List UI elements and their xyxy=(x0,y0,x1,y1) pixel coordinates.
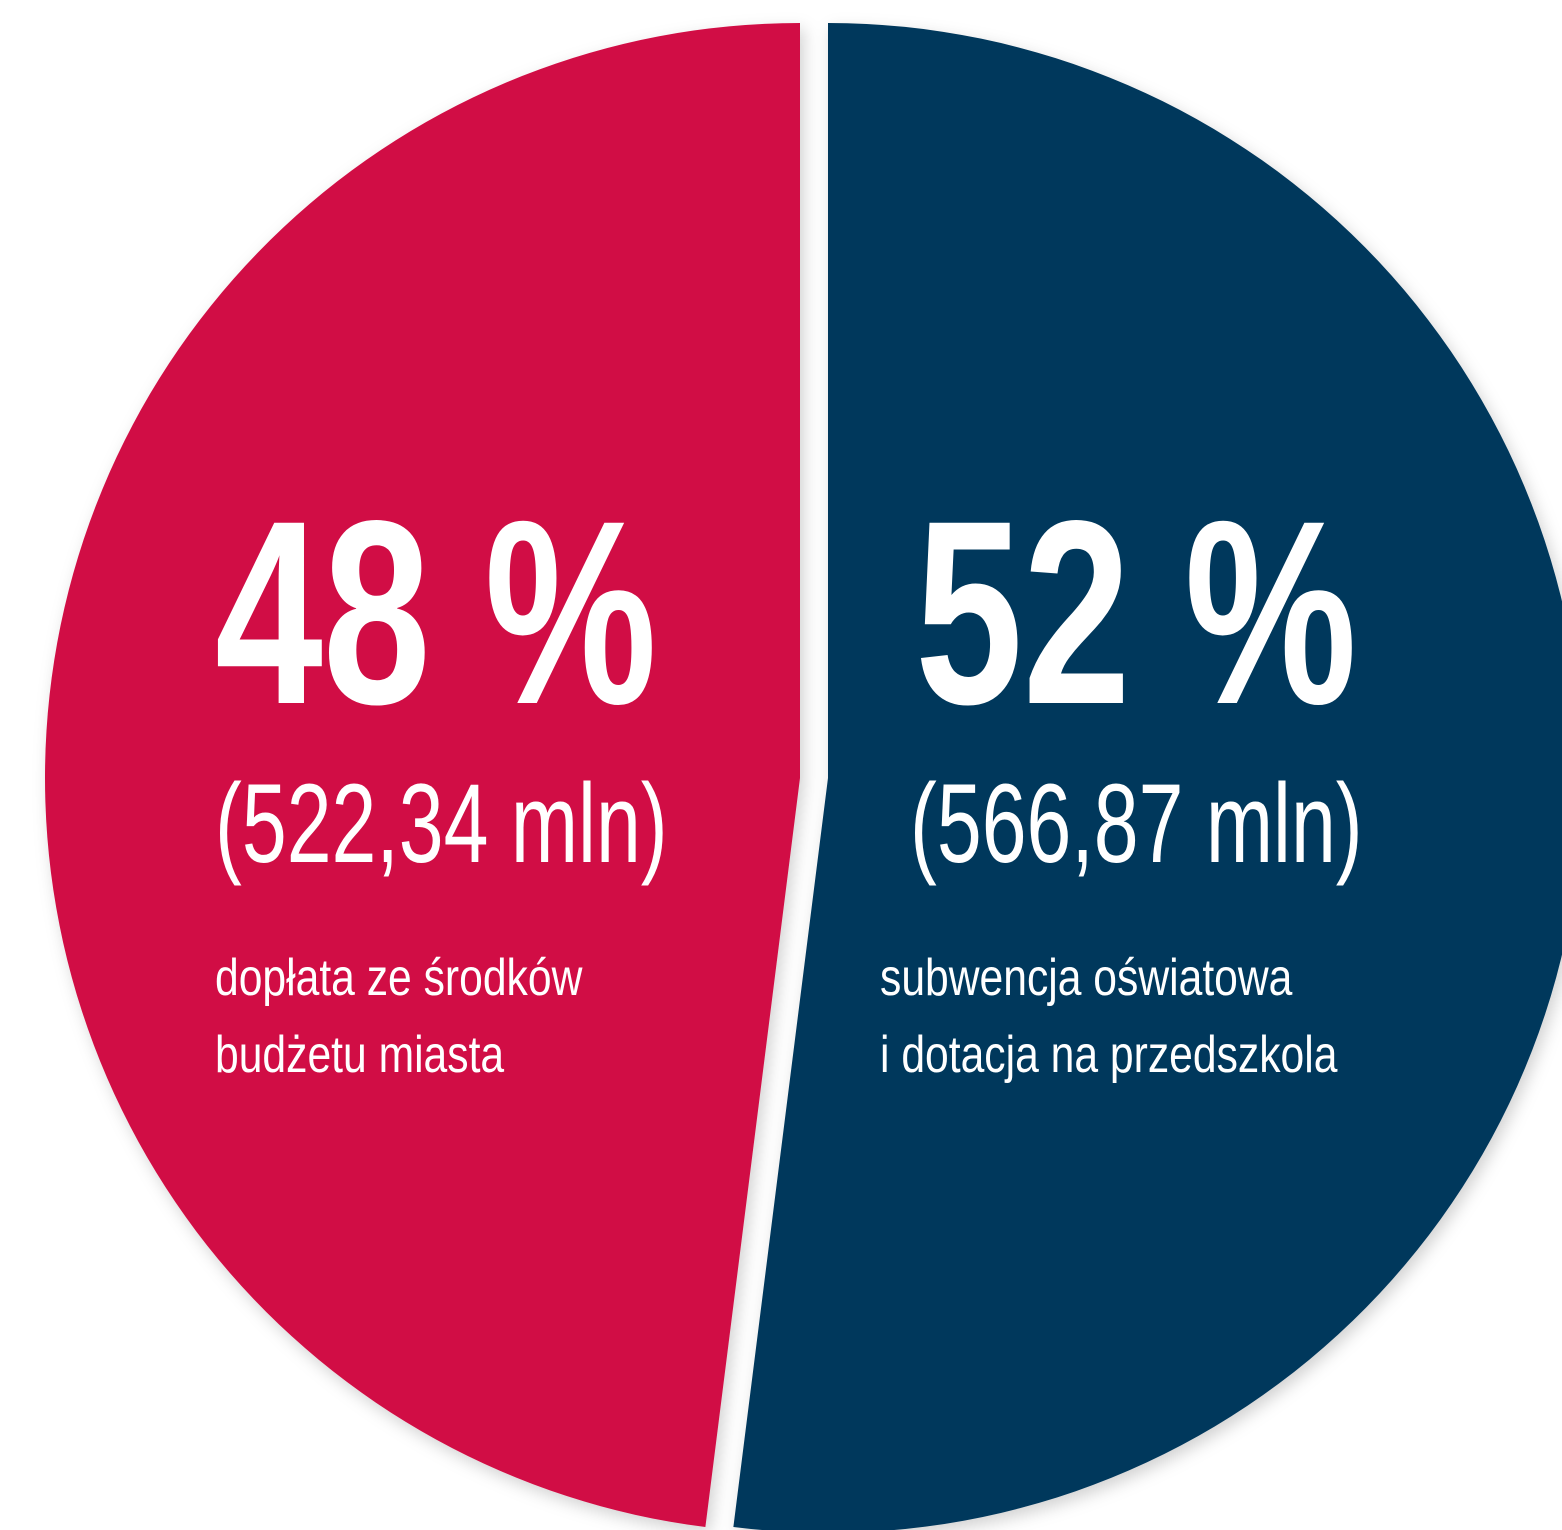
value-label: 48 % xyxy=(215,465,657,758)
labels: 48 %(522,34 mln) dopłata ze środków budżet… xyxy=(215,465,1363,1084)
category-label: subwencja oświatowa i dotacja na przedszk… xyxy=(880,949,1338,1084)
category-line: dopłata ze środków xyxy=(215,949,583,1007)
pie-slice xyxy=(44,23,801,1528)
pie xyxy=(44,23,1562,1530)
category-label: dopłata ze środków budżetu miasta xyxy=(215,949,583,1084)
value-label: 52 % xyxy=(915,465,1357,758)
category-line: i dotacja na przedszkola xyxy=(880,1026,1338,1084)
pie-slice xyxy=(733,23,1562,1530)
amount-label: (522,34 mln) xyxy=(215,761,668,886)
category-line: budżetu miasta xyxy=(215,1026,505,1084)
category-line: subwencja oświatowa xyxy=(880,949,1293,1007)
amount-label: (566,87 mln) xyxy=(910,761,1363,886)
